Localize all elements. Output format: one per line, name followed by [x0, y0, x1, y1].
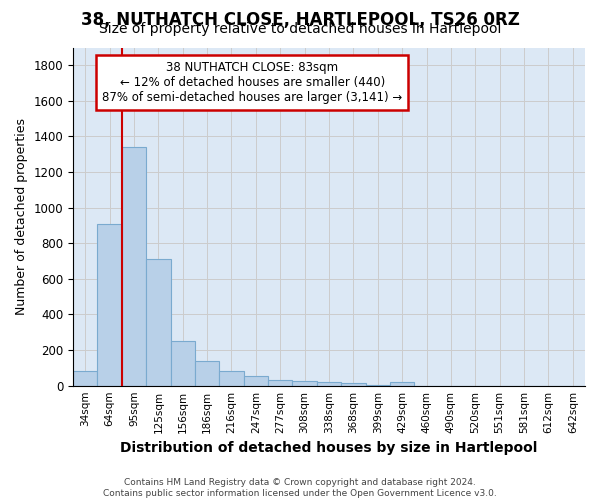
Text: Contains HM Land Registry data © Crown copyright and database right 2024.
Contai: Contains HM Land Registry data © Crown c…	[103, 478, 497, 498]
Text: Size of property relative to detached houses in Hartlepool: Size of property relative to detached ho…	[99, 22, 501, 36]
Text: 38 NUTHATCH CLOSE: 83sqm
← 12% of detached houses are smaller (440)
87% of semi-: 38 NUTHATCH CLOSE: 83sqm ← 12% of detach…	[102, 61, 403, 104]
Bar	[317, 382, 341, 386]
Bar	[268, 380, 292, 386]
Bar	[220, 372, 244, 386]
Text: 38, NUTHATCH CLOSE, HARTLEPOOL, TS26 0RZ: 38, NUTHATCH CLOSE, HARTLEPOOL, TS26 0RZ	[80, 11, 520, 29]
Bar	[390, 382, 415, 386]
X-axis label: Distribution of detached houses by size in Hartlepool: Distribution of detached houses by size …	[121, 441, 538, 455]
Bar	[146, 260, 170, 386]
Bar	[195, 361, 220, 386]
Bar	[122, 147, 146, 386]
Bar	[170, 341, 195, 386]
Bar	[244, 376, 268, 386]
Bar	[341, 383, 365, 386]
Y-axis label: Number of detached properties: Number of detached properties	[15, 118, 28, 315]
Bar	[365, 385, 390, 386]
Bar	[292, 381, 317, 386]
Bar	[73, 372, 97, 386]
Bar	[97, 224, 122, 386]
